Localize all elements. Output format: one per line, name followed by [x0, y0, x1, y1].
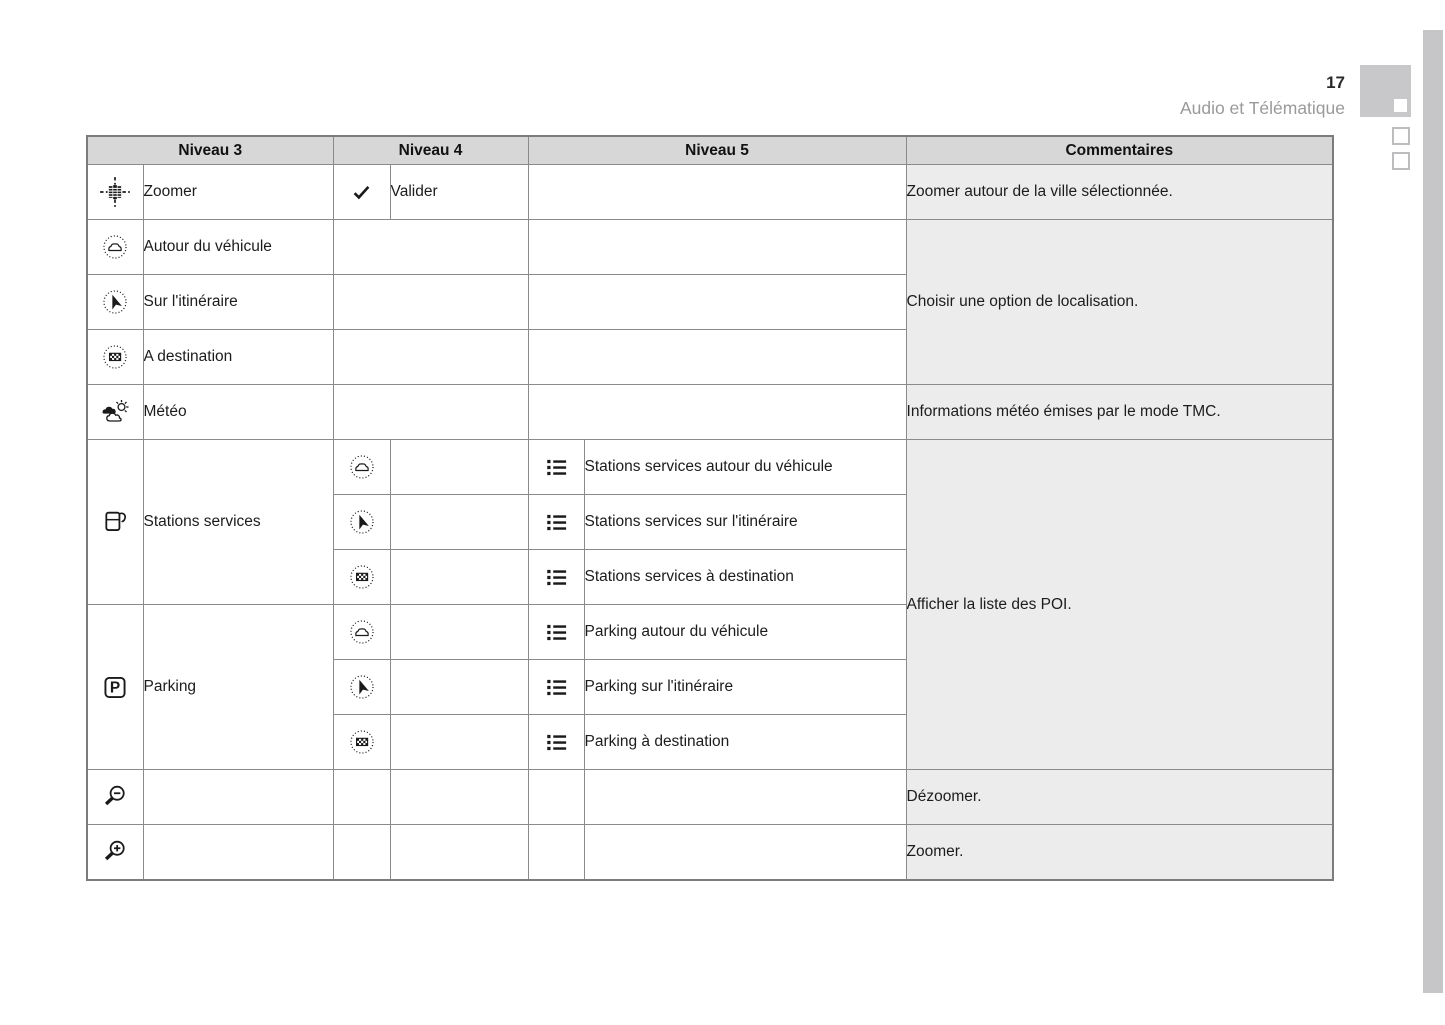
- table-row-autour-vehicule: Autour du véhicule Choisir une option de…: [86, 219, 1334, 385]
- comment: Afficher la liste des POI.: [905, 439, 1334, 770]
- table-row-stations-destination: Stations services à destination: [87, 549, 1333, 605]
- page-number: 17: [1326, 73, 1345, 92]
- table-row-zoomer-bas: Zoomer.: [86, 824, 1334, 880]
- table-row-dezoomer: Dézoomer.: [86, 769, 1334, 825]
- niveau5-label: Stations services autour du véhicule: [583, 439, 907, 495]
- table-row-meteo: Météo Informations météo émises par le m…: [86, 384, 1334, 440]
- niveau5-label: Stations services sur l'itinéraire: [583, 494, 907, 550]
- city-zoom-icon: [98, 175, 132, 209]
- table-row-zoomer: Zoomer Valider Zoomer autour de la ville…: [86, 164, 1334, 220]
- on-route-icon: [348, 508, 376, 536]
- chapter-index-square-1: [1392, 127, 1410, 145]
- niveau3-label: Parking: [142, 604, 334, 770]
- header-niveau5: Niveau 5: [527, 135, 907, 165]
- header-niveau3: Niveau 3: [86, 135, 334, 165]
- menu-structure-table: Niveau 3 Niveau 4 Niveau 5 Commentaires …: [86, 135, 1335, 881]
- on-route-icon: [101, 288, 129, 316]
- list-icon: [542, 618, 571, 647]
- chapter-index-square-2: [1392, 152, 1410, 170]
- niveau5-label: Parking à destination: [583, 714, 907, 770]
- table-row-parking-destination: Parking à destination: [87, 714, 1333, 770]
- table-row-parking-itineraire: Parking sur l'itinéraire: [87, 659, 1333, 715]
- comment: Zoomer.: [905, 824, 1334, 880]
- list-icon: [542, 673, 571, 702]
- table-row-stations-itineraire: Stations services sur l'itinéraire: [87, 494, 1333, 550]
- zoom-out-icon: [100, 782, 130, 812]
- comment: Dézoomer.: [905, 769, 1334, 825]
- niveau4-label: Valider: [389, 164, 529, 220]
- niveau3-label: Sur l'itinéraire: [142, 274, 334, 330]
- comment: Zoomer autour de la ville sélectionnée.: [905, 164, 1334, 220]
- fuel-pump-icon: [98, 504, 132, 540]
- niveau3-label: Météo: [142, 384, 334, 440]
- list-icon: [542, 453, 571, 482]
- list-icon: [542, 563, 571, 592]
- header-niveau4: Niveau 4: [332, 135, 529, 165]
- around-vehicle-icon: [348, 618, 376, 646]
- parking-icon: [98, 670, 132, 704]
- list-icon: [542, 728, 571, 757]
- chapter-tab-marker: [1394, 99, 1407, 112]
- destination-flag-icon: [348, 563, 376, 591]
- niveau3-label: Autour du véhicule: [142, 219, 334, 275]
- destination-flag-icon: [348, 728, 376, 756]
- niveau5-label: Parking sur l'itinéraire: [583, 659, 907, 715]
- comment: Choisir une option de localisation.: [905, 219, 1334, 385]
- on-route-icon: [348, 673, 376, 701]
- niveau3-label: Zoomer: [142, 164, 334, 220]
- zoom-in-icon: [100, 837, 130, 867]
- header-row: Niveau 3 Niveau 4 Niveau 5 Commentaires: [86, 135, 1334, 165]
- around-vehicle-icon: [348, 453, 376, 481]
- weather-icon: [97, 396, 133, 428]
- section-title: Audio et Télématique: [1179, 98, 1345, 118]
- niveau3-label: A destination: [142, 329, 334, 385]
- table-row-stations-autour: Stations services Stations services auto…: [86, 439, 1334, 770]
- destination-flag-icon: [101, 343, 129, 371]
- page-edge-strip: [1423, 30, 1443, 993]
- niveau5-label: Parking autour du véhicule: [583, 604, 907, 660]
- table-row-sur-itineraire: Sur l'itinéraire: [86, 274, 1333, 330]
- header-commentaires: Commentaires: [905, 135, 1334, 165]
- niveau5-label: Stations services à destination: [583, 549, 907, 605]
- comment: Informations météo émises par le mode TM…: [905, 384, 1334, 440]
- check-icon: [351, 182, 372, 203]
- niveau3-label: Stations services: [142, 439, 334, 605]
- list-icon: [542, 508, 571, 537]
- around-vehicle-icon: [101, 233, 129, 261]
